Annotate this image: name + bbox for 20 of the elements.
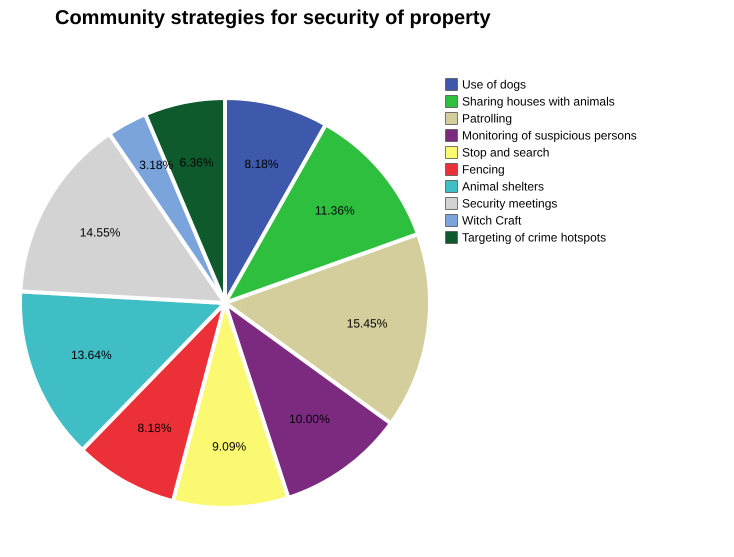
data-label: 14.55%	[80, 225, 121, 240]
chart-title: Community strategies for security of property	[55, 7, 492, 29]
data-label: 15.45%	[346, 316, 388, 330]
data-label: 8.18%	[137, 420, 172, 435]
legend-label: Monitoring of suspicious persons	[462, 128, 637, 142]
data-label: 8.18%	[244, 157, 279, 172]
data-label: 9.09%	[212, 439, 246, 454]
legend-label: Fencing	[462, 162, 505, 176]
legend-label: Animal shelters	[462, 180, 544, 194]
data-label: 6.36%	[180, 155, 214, 170]
legend-label: Use of dogs	[462, 78, 526, 92]
legend-label: Patrolling	[462, 112, 512, 126]
legend-label: Security meetings	[462, 196, 558, 210]
legend-label: Stop and search	[462, 146, 550, 160]
legend-label: Targeting of crime hotspots	[462, 230, 606, 244]
legend-label: Witch Craft	[462, 214, 522, 228]
data-label: 13.64%	[70, 348, 112, 362]
legend-label: Sharing houses with animals	[462, 94, 615, 108]
data-label: 10.00%	[289, 412, 330, 426]
data-label: 11.36%	[314, 204, 355, 218]
